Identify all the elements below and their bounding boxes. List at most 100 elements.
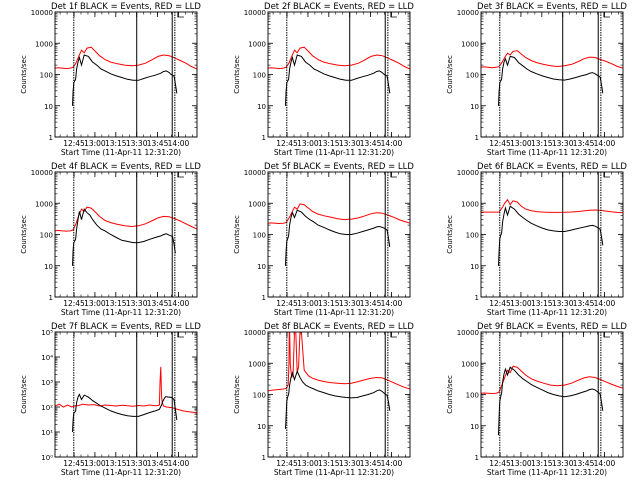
y-tick-label: 100 (466, 232, 479, 240)
plot-frame (267, 331, 411, 458)
detector-panel: Det 9f BLACK = Events, RED = LLD 1 10 100 10… (446, 322, 627, 477)
panel-title: Det 9f BLACK = Events, RED = LLD (477, 322, 627, 332)
x-tick-label: 12:45 (276, 139, 298, 148)
events-series-line (285, 370, 391, 429)
lld-series-line (55, 366, 197, 414)
lld-series-line (268, 203, 410, 225)
y-tick-label: 10000 (244, 329, 266, 337)
x-tick-label: 13:15 (531, 459, 553, 468)
y-tick-label: 10 (470, 423, 479, 431)
lld-series-line (268, 46, 410, 70)
y-tick-label: 1000 (461, 200, 479, 208)
x-axis-label: Start Time (11-Apr-11 12:31:20) (487, 148, 607, 157)
x-tick-label: 13:15 (531, 299, 553, 308)
lld-series-line (55, 206, 197, 232)
lld-series-line (481, 365, 623, 395)
marker-tab (177, 332, 184, 338)
x-tick-label: 12:45 (276, 299, 298, 308)
panel-title: Det 3f BLACK = Events, RED = LLD (477, 2, 627, 12)
x-tick-label: 13:45 (360, 139, 382, 148)
x-tick-label: 14:00 (381, 139, 403, 148)
y-tick-label: 10³ (41, 379, 53, 387)
x-tick-label: 13:30 (552, 139, 574, 148)
panel-title: Det 5f BLACK = Events, RED = LLD (264, 162, 414, 172)
y-tick-label: 1000 (461, 360, 479, 368)
detector-panel: Det 5f BLACK = Events, RED = LLD 1 10 100 10… (233, 162, 414, 317)
detector-panel: Det 2f BLACK = Events, RED = LLD 1 10 100 10… (233, 2, 414, 157)
x-tick-label: 13:00 (510, 299, 532, 308)
y-tick-label: 10² (41, 404, 53, 412)
y-tick-label: 10⁰ (41, 454, 53, 462)
y-tick-label: 100 (466, 392, 479, 400)
y-tick-label: 100 (40, 232, 53, 240)
y-tick-label: 10000 (31, 9, 53, 17)
x-tick-label: 12:45 (489, 139, 511, 148)
x-tick-label: 13:15 (318, 459, 340, 468)
detector-panel: Det 7f BLACK = Events, RED = LLD 10⁰ 10¹ 10… (20, 322, 201, 477)
y-tick-label: 10⁴ (41, 354, 53, 362)
y-tick-label: 10 (470, 103, 479, 111)
x-tick-label: 13:00 (510, 459, 532, 468)
x-tick-label: 13:30 (552, 299, 574, 308)
x-axis-label: Start Time (11-Apr-11 12:31:20) (274, 148, 394, 157)
y-tick-label: 10000 (31, 169, 53, 177)
x-tick-label: 13:30 (552, 459, 574, 468)
lld-series-line (481, 50, 623, 69)
marker-tab (603, 332, 610, 338)
x-tick-label: 13:00 (84, 139, 106, 148)
x-tick-label: 14:00 (168, 139, 190, 148)
x-tick-label: 13:30 (126, 459, 148, 468)
y-tick-label: 10 (257, 423, 266, 431)
lld-series-line (481, 198, 623, 214)
x-tick-label: 13:15 (531, 139, 553, 148)
marker-tab (177, 12, 184, 18)
y-axis-label: Counts/sec (446, 375, 454, 414)
plot-frame (54, 11, 198, 138)
y-tick-label: 10000 (457, 9, 479, 17)
y-tick-label: 10000 (244, 9, 266, 17)
x-tick-label: 14:00 (594, 299, 616, 308)
y-axis-label: Counts/sec (233, 55, 241, 94)
plot-frame (54, 331, 198, 458)
detector-panel: Det 6f BLACK = Events, RED = LLD 1 10 100 10… (446, 162, 627, 317)
x-axis-label: Start Time (11-Apr-11 12:31:20) (274, 468, 394, 477)
x-tick-label: 13:15 (318, 139, 340, 148)
y-tick-label: 10¹ (41, 429, 53, 437)
y-tick-label: 10⁵ (41, 329, 53, 337)
panel-title: Det 1f BLACK = Events, RED = LLD (51, 2, 201, 12)
x-tick-label: 13:30 (126, 139, 148, 148)
y-axis-label: Counts/sec (446, 55, 454, 94)
x-tick-label: 12:45 (63, 139, 85, 148)
y-tick-label: 1000 (35, 200, 53, 208)
panel-title: Det 4f BLACK = Events, RED = LLD (51, 162, 201, 172)
y-tick-label: 10000 (457, 169, 479, 177)
y-tick-label: 1 (475, 454, 479, 462)
x-axis-label: Start Time (11-Apr-11 12:31:20) (487, 308, 607, 317)
x-tick-label: 13:30 (339, 459, 361, 468)
marker-tab (390, 172, 397, 178)
y-tick-label: 1 (49, 294, 53, 302)
y-tick-label: 100 (253, 392, 266, 400)
y-tick-label: 10 (44, 263, 53, 271)
y-tick-label: 10000 (244, 169, 266, 177)
x-tick-label: 13:15 (105, 299, 127, 308)
plot-frame (54, 171, 198, 298)
y-tick-label: 10 (257, 103, 266, 111)
x-tick-label: 12:45 (276, 459, 298, 468)
x-tick-label: 14:00 (381, 299, 403, 308)
events-series-line (498, 366, 604, 436)
y-tick-label: 1 (262, 294, 266, 302)
x-axis-label: Start Time (11-Apr-11 12:31:20) (61, 308, 181, 317)
x-tick-label: 14:00 (381, 459, 403, 468)
y-tick-label: 10 (470, 263, 479, 271)
plot-frame (480, 11, 624, 138)
y-tick-label: 1 (262, 134, 266, 142)
x-tick-label: 12:45 (63, 459, 85, 468)
x-tick-label: 14:00 (594, 139, 616, 148)
x-tick-label: 13:15 (105, 139, 127, 148)
panel-title: Det 8f BLACK = Events, RED = LLD (264, 322, 414, 332)
y-tick-label: 1 (262, 454, 266, 462)
y-tick-label: 100 (253, 72, 266, 80)
